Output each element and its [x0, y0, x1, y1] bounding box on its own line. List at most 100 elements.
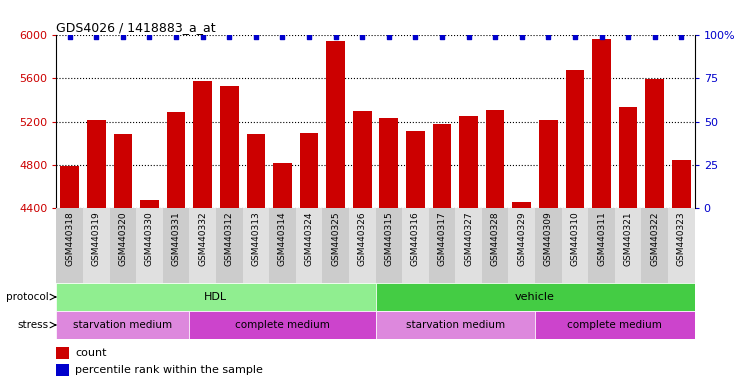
Point: [223, 34, 235, 40]
Bar: [322, 208, 349, 283]
Bar: [56, 347, 69, 359]
Bar: [645, 79, 664, 384]
Bar: [56, 311, 189, 339]
Point: [463, 34, 475, 40]
Bar: [406, 131, 425, 384]
Bar: [243, 208, 269, 283]
Text: GSM440310: GSM440310: [571, 212, 580, 266]
Bar: [615, 208, 641, 283]
Point: [569, 34, 581, 40]
Text: complete medium: complete medium: [235, 320, 330, 330]
Bar: [619, 108, 638, 384]
Bar: [672, 161, 691, 384]
Bar: [376, 208, 402, 283]
Text: GSM440312: GSM440312: [225, 212, 234, 266]
Bar: [56, 283, 376, 311]
Point: [117, 34, 129, 40]
Bar: [140, 200, 158, 384]
Text: GSM440311: GSM440311: [597, 212, 606, 266]
Bar: [56, 364, 69, 376]
Bar: [376, 311, 535, 339]
Bar: [539, 121, 558, 384]
Bar: [429, 208, 455, 283]
Point: [276, 34, 288, 40]
Point: [436, 34, 448, 40]
Point: [409, 34, 421, 40]
Bar: [216, 208, 243, 283]
Bar: [110, 208, 136, 283]
Text: GSM440325: GSM440325: [331, 212, 340, 266]
Text: HDL: HDL: [204, 292, 228, 302]
Text: GSM440331: GSM440331: [171, 212, 180, 266]
Point: [383, 34, 395, 40]
Text: GSM440315: GSM440315: [385, 212, 394, 266]
Text: starvation medium: starvation medium: [74, 320, 173, 330]
Bar: [353, 111, 372, 384]
Text: GSM440317: GSM440317: [438, 212, 447, 266]
Bar: [566, 70, 584, 384]
Bar: [588, 208, 615, 283]
Text: GSM440324: GSM440324: [304, 212, 313, 266]
Text: GSM440322: GSM440322: [650, 212, 659, 266]
Bar: [136, 208, 163, 283]
Bar: [402, 208, 429, 283]
Text: GSM440326: GSM440326: [357, 212, 366, 266]
Bar: [269, 208, 296, 283]
Bar: [193, 81, 212, 384]
Text: stress: stress: [17, 320, 48, 330]
Point: [356, 34, 368, 40]
Bar: [593, 39, 611, 384]
Text: vehicle: vehicle: [515, 292, 555, 302]
Bar: [433, 124, 451, 384]
Bar: [220, 86, 239, 384]
Text: GSM440320: GSM440320: [119, 212, 128, 266]
Bar: [562, 208, 588, 283]
Text: GSM440321: GSM440321: [623, 212, 632, 266]
Text: GSM440318: GSM440318: [65, 212, 74, 266]
Bar: [376, 283, 695, 311]
Point: [250, 34, 262, 40]
Point: [542, 34, 554, 40]
Bar: [83, 208, 110, 283]
Text: GSM440330: GSM440330: [145, 212, 154, 266]
Text: GSM440314: GSM440314: [278, 212, 287, 266]
Bar: [56, 208, 83, 283]
Bar: [535, 311, 695, 339]
Point: [516, 34, 528, 40]
Bar: [113, 134, 132, 384]
Bar: [167, 112, 185, 384]
Text: complete medium: complete medium: [568, 320, 662, 330]
Bar: [60, 166, 79, 384]
Text: GSM440332: GSM440332: [198, 212, 207, 266]
Bar: [668, 208, 695, 283]
Bar: [326, 41, 345, 384]
Point: [675, 34, 687, 40]
Point: [170, 34, 182, 40]
Bar: [300, 133, 318, 384]
Text: GSM440319: GSM440319: [92, 212, 101, 266]
Bar: [641, 208, 668, 283]
Text: GSM440323: GSM440323: [677, 212, 686, 266]
Bar: [512, 202, 531, 384]
Point: [649, 34, 661, 40]
Bar: [349, 208, 376, 283]
Text: count: count: [75, 348, 107, 358]
Text: starvation medium: starvation medium: [406, 320, 505, 330]
Bar: [455, 208, 482, 283]
Text: GSM440316: GSM440316: [411, 212, 420, 266]
Point: [197, 34, 209, 40]
Bar: [486, 109, 505, 384]
Point: [330, 34, 342, 40]
Point: [622, 34, 634, 40]
Point: [143, 34, 155, 40]
Bar: [87, 121, 106, 384]
Bar: [482, 208, 508, 283]
Point: [596, 34, 608, 40]
Bar: [379, 118, 398, 384]
Bar: [273, 162, 291, 384]
Bar: [508, 208, 535, 283]
Text: protocol: protocol: [5, 292, 48, 302]
Text: GDS4026 / 1418883_a_at: GDS4026 / 1418883_a_at: [56, 21, 216, 34]
Text: GSM440329: GSM440329: [517, 212, 526, 266]
Text: GSM440327: GSM440327: [464, 212, 473, 266]
